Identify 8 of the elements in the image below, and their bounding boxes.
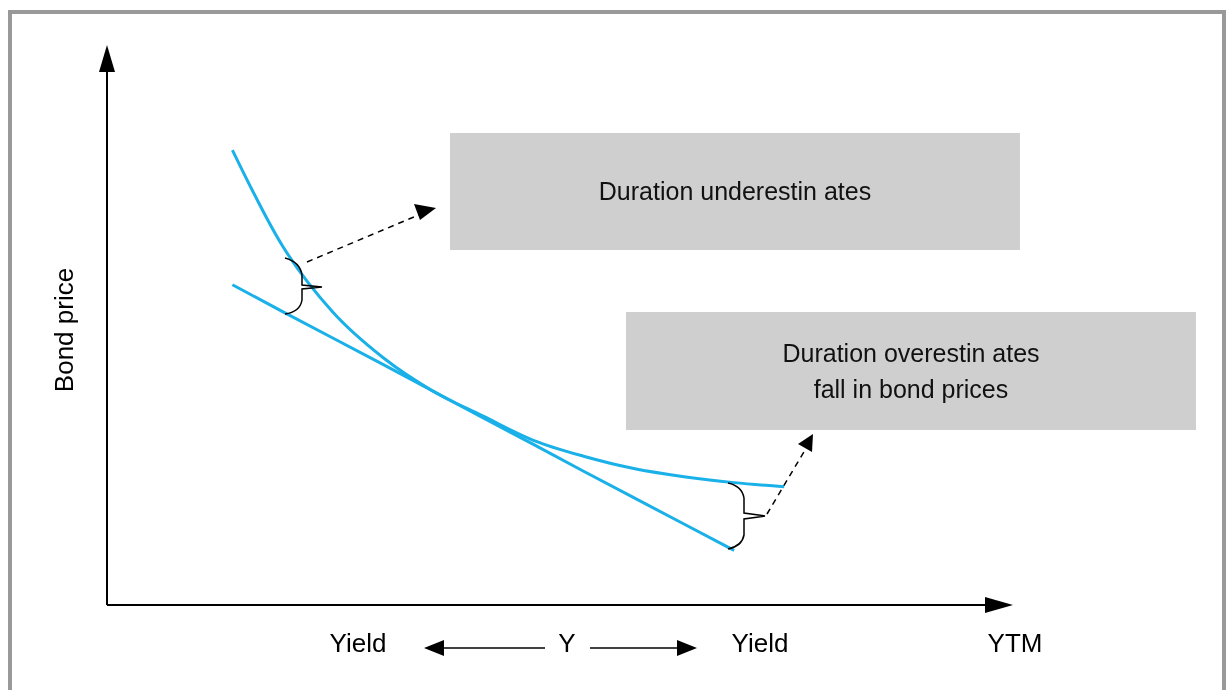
note-box: Duration underestin ates <box>450 133 1020 250</box>
x-axis-title: YTM <box>987 628 1043 659</box>
text: Y <box>558 628 576 659</box>
y-axis-title: Bond price <box>48 267 80 393</box>
text: Yield <box>731 628 789 659</box>
text: Yield <box>329 628 387 659</box>
annotation: Duration overestin ates fall in bond prices <box>781 338 1041 405</box>
note-box: Duration overestin ates fall in bond prices <box>626 312 1196 430</box>
